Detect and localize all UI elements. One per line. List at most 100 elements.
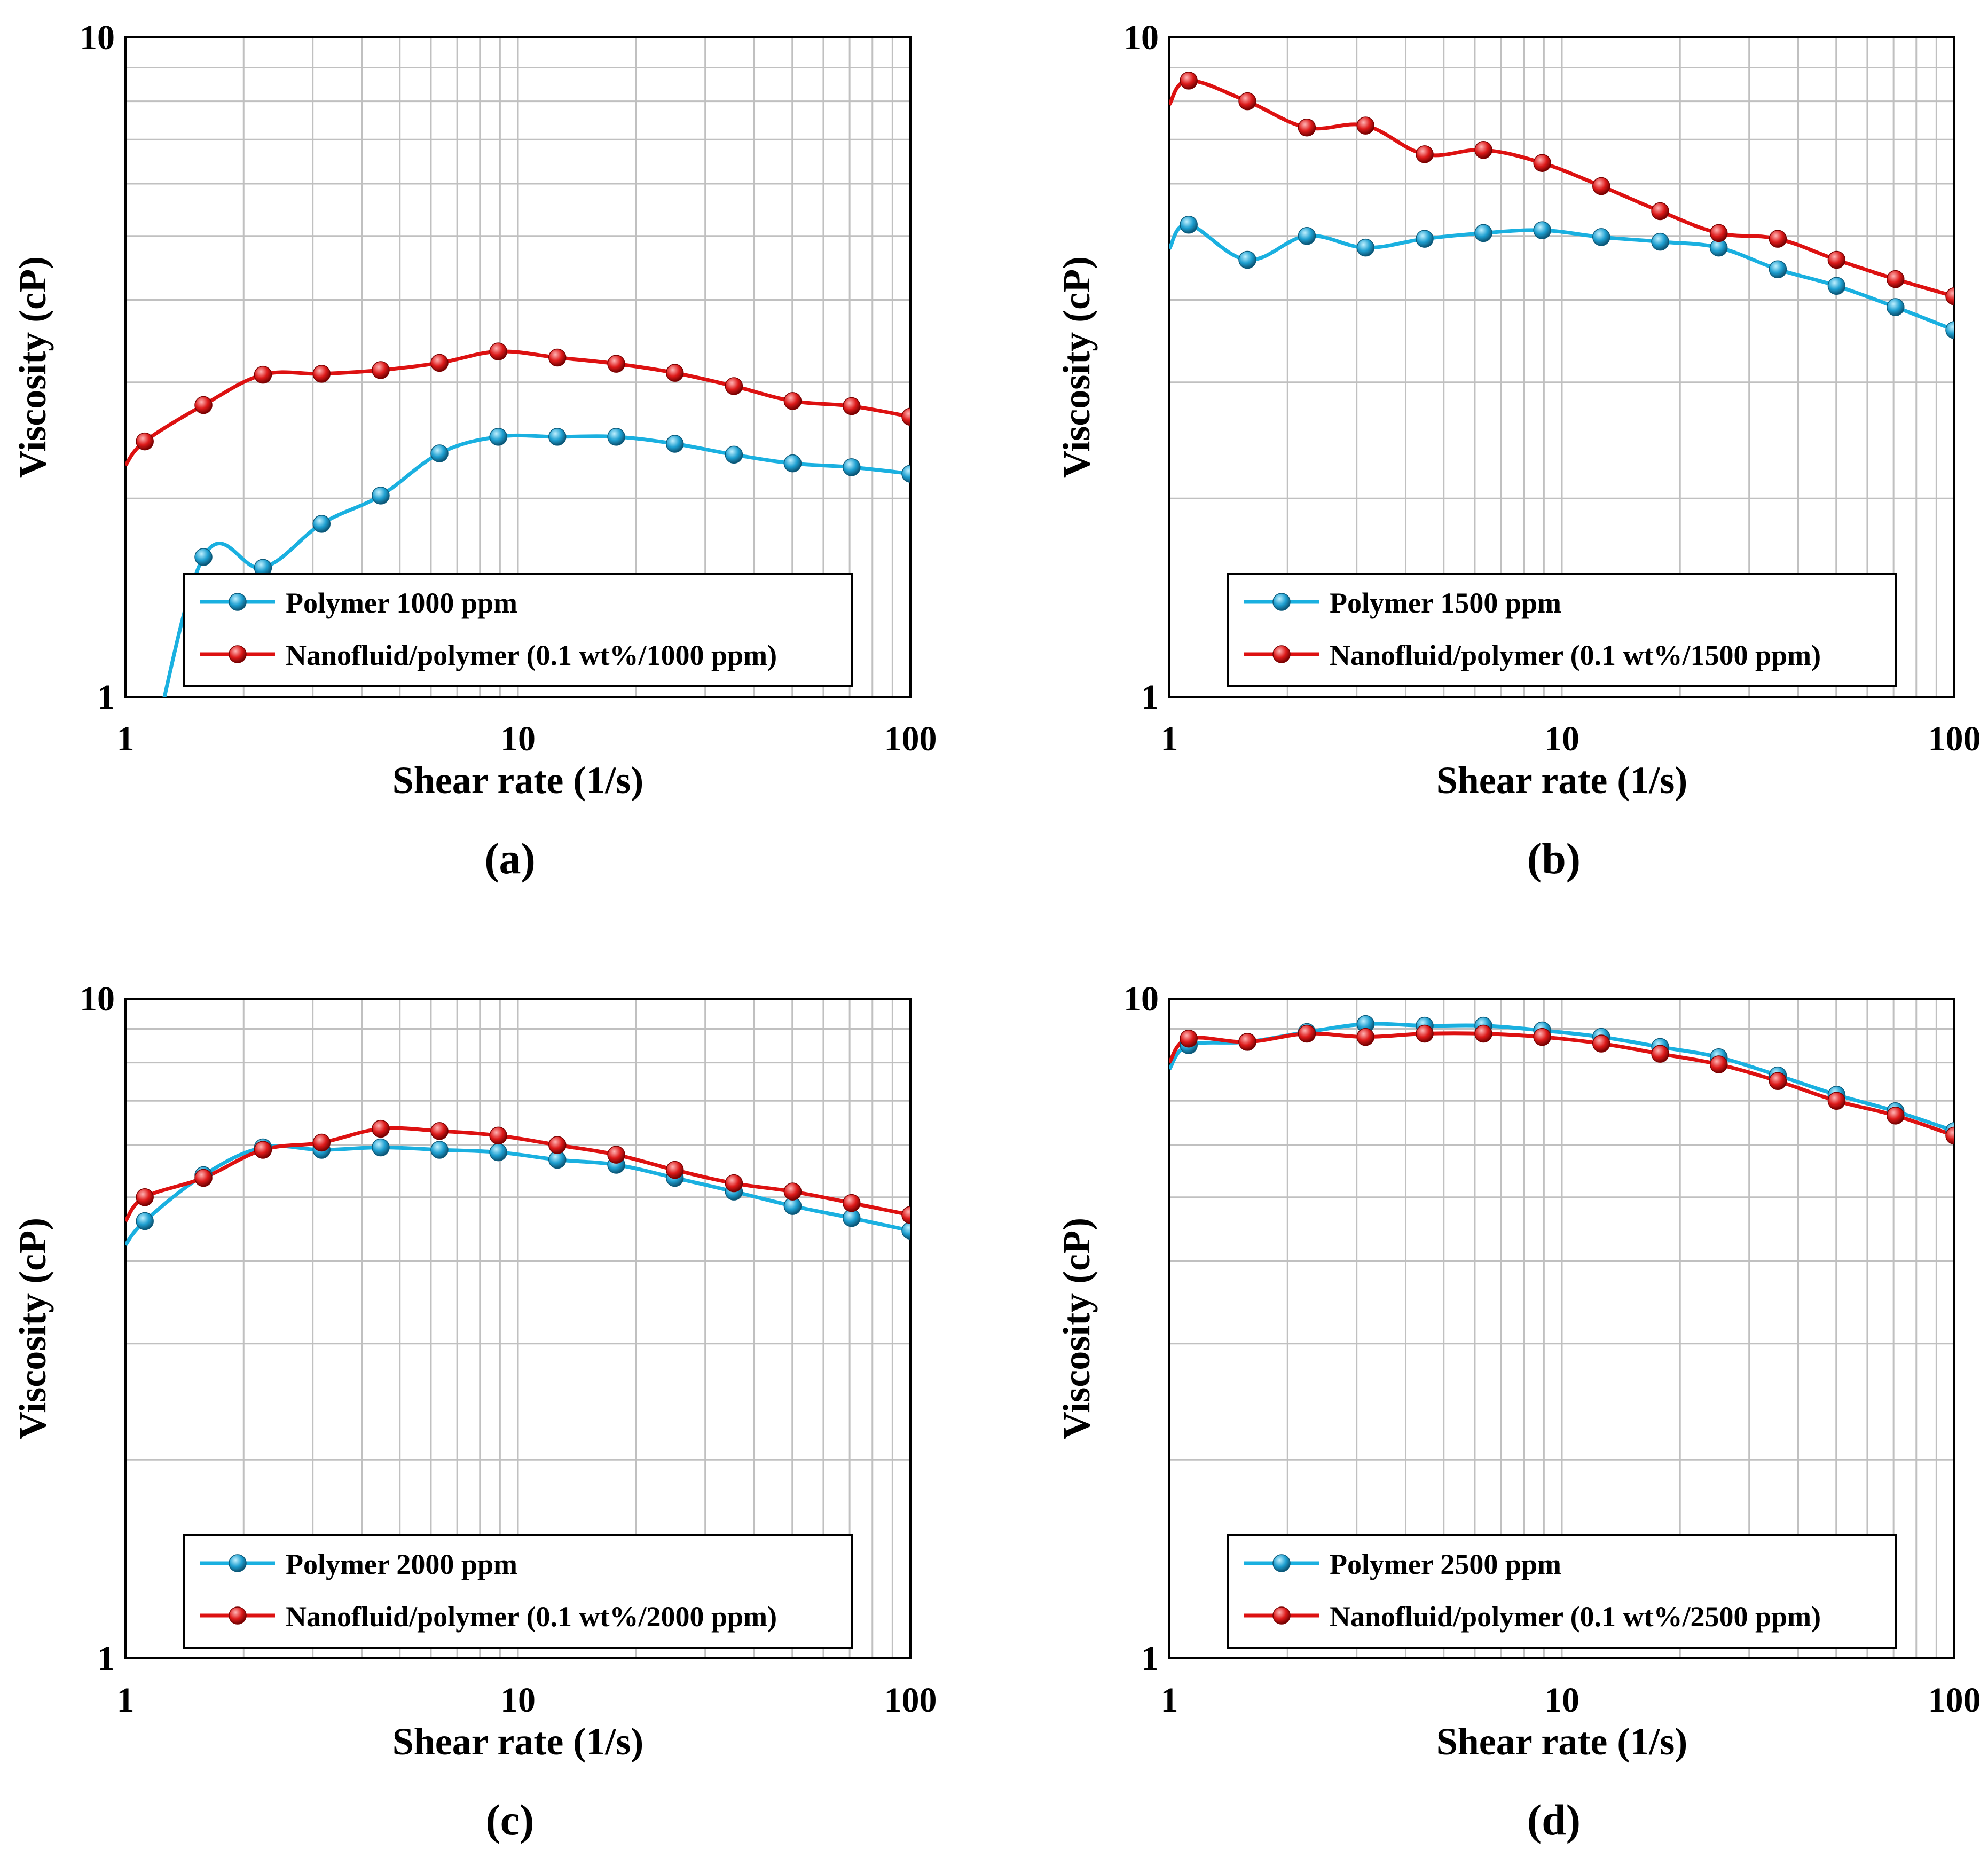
data-point-nanofluid: [1945, 287, 1954, 305]
data-point-polymer: [1769, 260, 1787, 279]
data-point-polymer: [901, 465, 910, 483]
legend-label-nanofluid: Nanofluid/polymer (0.1 wt%/1000 ppm): [286, 639, 777, 671]
y-axis-title: Viscosity (cP): [11, 1218, 54, 1439]
data-point-polymer: [1180, 215, 1198, 234]
y-axis-title: Viscosity (cP): [1055, 256, 1098, 478]
plot-frame: [124, 36, 912, 698]
legend-marker-polymer: [229, 593, 247, 611]
x-axis-title: Shear rate (1/s): [392, 1720, 644, 1763]
data-point-nanofluid: [783, 1182, 802, 1201]
data-point-nanofluid: [372, 361, 390, 379]
data-point-polymer: [901, 1221, 910, 1240]
legend-marker-polymer: [1272, 593, 1291, 611]
x-tick-label: 100: [884, 1681, 937, 1720]
data-point-nanofluid: [901, 407, 910, 426]
data-point-nanofluid: [1887, 1107, 1905, 1125]
x-tick-label: 100: [884, 719, 937, 758]
chart-panel-c: 1 10 1 10 100 Shear rate (1/s) Viscosity (cP) (…: [0, 961, 944, 1851]
x-axis-title: Shear rate (1/s): [1436, 1720, 1688, 1763]
data-point-polymer: [1356, 238, 1375, 257]
legend-box: [183, 573, 853, 687]
data-point-polymer: [489, 428, 507, 446]
data-point-polymer: [136, 1212, 154, 1230]
y-tick-label: 10: [80, 979, 115, 1018]
data-point-nanofluid: [548, 1136, 567, 1154]
data-point-nanofluid: [489, 342, 507, 360]
data-point-polymer: [725, 445, 743, 464]
data-point-polymer: [843, 1209, 861, 1227]
legend-marker-nanofluid: [229, 1606, 247, 1625]
legend-box: [1227, 573, 1897, 687]
data-point-nanofluid: [725, 1174, 743, 1193]
data-point-polymer: [1238, 250, 1256, 269]
data-point-nanofluid: [1710, 1055, 1728, 1073]
data-point-nanofluid: [372, 1119, 390, 1138]
y-axis-title: Viscosity (cP): [1055, 1218, 1098, 1439]
y-tick-label: 10: [80, 18, 115, 57]
data-point-polymer: [372, 487, 390, 505]
data-point-nanofluid: [548, 348, 567, 367]
data-point-nanofluid: [666, 364, 684, 382]
data-point-nanofluid: [1710, 224, 1728, 242]
legend: Polymer 2000 ppm Nanofluid/polymer (0.1 w…: [183, 1534, 853, 1649]
data-point-polymer: [1533, 221, 1551, 239]
data-point-nanofluid: [312, 365, 331, 383]
data-point-nanofluid: [1651, 202, 1669, 221]
data-point-polymer: [1887, 298, 1905, 316]
data-point-nanofluid: [1238, 1033, 1256, 1051]
legend-marker-nanofluid: [1272, 1606, 1291, 1625]
legend-label-polymer: Polymer 1000 ppm: [286, 587, 517, 619]
chart-svg-d: 1 10 1 10 100 Shear rate (1/s) Viscosity (cP) (…: [1055, 979, 1981, 1844]
data-point-polymer: [430, 1141, 449, 1159]
data-point-nanofluid: [1533, 154, 1551, 172]
legend-label-nanofluid: Nanofluid/polymer (0.1 wt%/1500 ppm): [1330, 639, 1821, 671]
data-point-nanofluid: [489, 1126, 507, 1145]
data-point-nanofluid: [1298, 119, 1316, 137]
data-point-nanofluid: [1180, 72, 1198, 90]
data-point-nanofluid: [1180, 1029, 1198, 1048]
data-point-nanofluid: [194, 396, 213, 414]
legend-box: [1227, 1534, 1897, 1649]
legend-label-nanofluid: Nanofluid/polymer (0.1 wt%/2000 ppm): [286, 1601, 777, 1633]
data-point-polymer: [843, 458, 861, 476]
data-point-polymer: [136, 771, 153, 788]
data-point-polymer: [1298, 227, 1316, 245]
data-point-nanofluid: [194, 1169, 213, 1187]
data-point-polymer: [312, 515, 331, 533]
data-point-nanofluid: [1474, 141, 1492, 159]
y-tick-label: 1: [1141, 678, 1159, 717]
legend-marker-polymer: [229, 1554, 247, 1572]
data-point-polymer: [489, 1143, 507, 1162]
data-point-nanofluid: [1827, 1092, 1846, 1110]
plot-area: [1169, 72, 1954, 339]
data-point-polymer: [1651, 232, 1669, 251]
x-tick-label: 10: [1544, 719, 1580, 758]
data-point-nanofluid: [901, 1206, 910, 1224]
legend-marker-nanofluid: [1272, 645, 1291, 663]
y-tick-label: 1: [1141, 1639, 1159, 1678]
legend: Polymer 1500 ppm Nanofluid/polymer (0.1 w…: [1227, 573, 1897, 687]
x-tick-label: 10: [1544, 1681, 1580, 1720]
data-point-nanofluid: [1827, 250, 1846, 269]
chart-panel-d: 1 10 1 10 100 Shear rate (1/s) Viscosity (cP) (…: [1044, 961, 1988, 1851]
data-point-nanofluid: [666, 1161, 684, 1179]
data-point-nanofluid: [1416, 145, 1434, 163]
data-point-nanofluid: [430, 354, 449, 372]
y-axis-title: Viscosity (cP): [11, 256, 54, 478]
data-point-nanofluid: [607, 355, 625, 373]
chart-svg-a: 1 10 1 10 100 Shear rate (1/s) Viscosity (cP) (…: [11, 18, 937, 883]
plot-area: [1169, 1015, 1954, 1145]
x-tick-label: 1: [117, 1681, 135, 1720]
data-point-polymer: [607, 428, 625, 446]
data-point-polymer: [1945, 321, 1954, 339]
data-point-polymer: [1827, 277, 1846, 295]
data-point-polymer: [666, 435, 684, 453]
data-point-nanofluid: [1298, 1024, 1316, 1043]
data-point-nanofluid: [783, 392, 802, 410]
panel-caption: (b): [1527, 834, 1581, 883]
data-point-nanofluid: [1651, 1045, 1669, 1063]
data-point-nanofluid: [1238, 92, 1256, 111]
data-point-nanofluid: [1356, 116, 1375, 135]
data-point-nanofluid: [1356, 1028, 1375, 1046]
data-point-polymer: [1416, 230, 1434, 248]
